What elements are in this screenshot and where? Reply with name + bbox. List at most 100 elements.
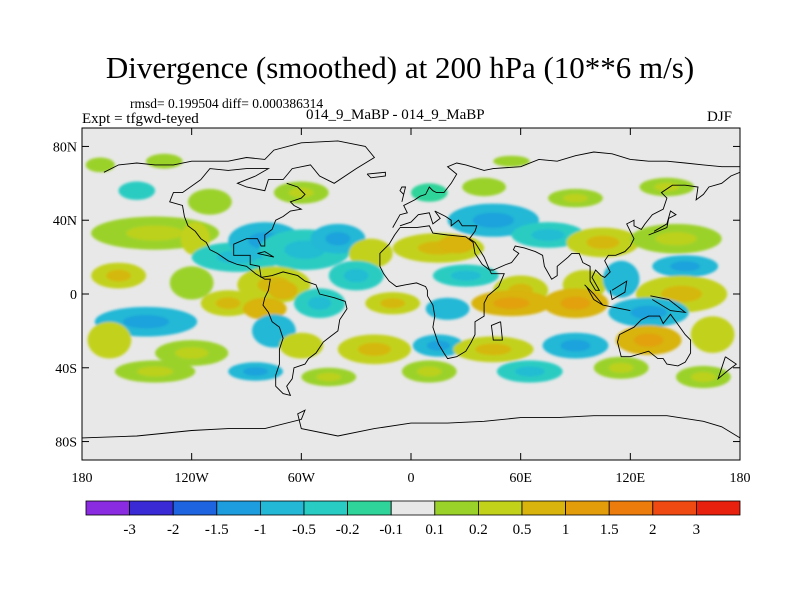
field-blob-core-49 [691,372,716,382]
field-blob-8 [438,235,476,254]
colorbar-box-13 [652,500,697,516]
colorbar: -3 -2 -1.5 -1 -0.5 -0.2 -0.1 0.1 0.2 0.5 1 1.5 2 3 [85,500,741,538]
field-blob-core-18 [343,269,369,283]
field-blob-core-24 [123,315,169,329]
field-blob-core-55 [563,193,588,203]
field-blob-6 [348,238,393,269]
coastline-16 [717,356,738,381]
colorbar-box-14 [696,500,741,516]
field-blob-57 [85,157,115,173]
coastline-2 [392,151,740,228]
chart-title: Divergence (smoothed) at 200 hPa (10**6 … [105,50,695,85]
y-tick-label-4: 80S [55,436,77,451]
x-tick-label-0: 180 [72,471,93,486]
field-blob-33 [87,321,132,359]
colorbar-label-4: -0.5 [292,522,316,538]
field-blob-core-56 [654,182,680,192]
field-blob-26 [242,297,287,320]
experiment-label: Expt = tfgwd-teyed [82,111,199,127]
colorbar-box-10 [521,500,566,516]
field-blob-core-40 [560,339,591,352]
field-blob-core-14 [106,269,131,282]
y-tick-label-3: 40S [55,362,77,377]
field-blob-core-13 [670,261,700,272]
field-blob-1 [180,222,210,256]
coastline-9 [609,280,628,301]
field-blob-58 [493,155,530,167]
colorbar-box-12 [608,500,654,516]
field-blob-core-9 [472,212,514,228]
field-blob-51 [188,188,232,215]
field-blob-59 [146,153,183,169]
field-blob-core-12 [655,232,697,246]
colorbar-box-5 [303,500,348,516]
axes: 180 120W 60W 0 60E 120E 180 80N 40N 0 40S 80S [53,128,751,486]
colorbar-box-7 [390,500,436,516]
colorbar-label-6: -0.1 [379,522,403,538]
colorbar-label-7: 0.1 [425,522,444,538]
coastline-4 [379,225,505,360]
field-blob-core-41 [633,333,664,347]
colorbar-box-9 [477,500,523,516]
colorbar-box-0 [85,500,130,516]
field-blob-core-11 [586,235,620,249]
x-tick-label-3: 0 [408,471,415,486]
coastline-5 [617,313,692,367]
colorbar-label-0: -3 [123,522,136,538]
x-tick-label-5: 120E [616,471,646,486]
x-tick-label-4: 60E [509,471,532,486]
colorbar-box-8 [434,500,479,516]
coastline-10 [650,295,687,314]
field-blob-core-28 [380,298,406,309]
coastline-11 [648,210,677,236]
field-blob-core-0 [126,225,184,241]
field-blob-core-37 [357,342,391,356]
coastline-3 [399,171,740,291]
x-tick-label-2: 60W [288,471,316,486]
field-blob-core-30 [493,297,530,310]
coastline-12 [399,186,407,202]
field-blob-15 [169,266,214,300]
colorbar-label-11: 1.5 [600,522,619,538]
colorbar-box-1 [129,500,174,516]
field-blob-core-10 [531,229,565,241]
colorbar-box-2 [172,500,218,516]
coastline-0 [103,140,376,192]
coastline-15 [366,171,386,179]
field-blob-core-39 [475,343,512,356]
colorbar-label-5: -0.2 [336,522,360,538]
field-blob-core-5 [325,232,351,246]
field-blob-core-38 [426,340,450,351]
colorbar-box-6 [347,500,392,516]
colorbar-label-12: 2 [649,522,657,538]
coastline-6 [82,409,740,439]
field-blob-core-23 [660,285,703,303]
x-tick-label-6: 180 [730,471,751,486]
case-comparison-label: 014_9_MaBP - 014_9_MaBP [306,107,485,123]
field-blob-core-27 [308,296,332,310]
colorbar-label-10: 1 [562,522,570,538]
coastline-14 [257,251,275,258]
field-blob-core-52 [289,187,314,198]
field-blob-core-34 [175,347,209,359]
coastline-1 [169,179,348,397]
field-blob-core-32 [630,305,667,319]
colorbar-label-1: -2 [167,522,180,538]
field-blob-22 [602,260,640,298]
colorbar-box-4 [259,500,305,516]
statistics-label: rmsd= 0.199504 diff= 0.000386314 [130,96,324,111]
coastline-8 [602,304,631,312]
field-blob-29 [425,297,470,320]
coastline-13 [490,321,503,341]
field-blob-core-47 [515,366,545,377]
colorbar-label-2: -1.5 [205,522,229,538]
colorbar-label-9: 0.5 [513,522,532,538]
y-tick-label-0: 80N [53,140,77,155]
colorbar-box-11 [565,500,610,516]
y-tick-label-2: 0 [70,288,77,303]
x-tick-label-1: 120W [175,471,210,486]
y-tick-label-1: 40N [53,214,77,229]
field-blob-core-45 [316,372,342,382]
colorbar-box-3 [216,500,261,516]
season-label: DJF [707,109,733,125]
